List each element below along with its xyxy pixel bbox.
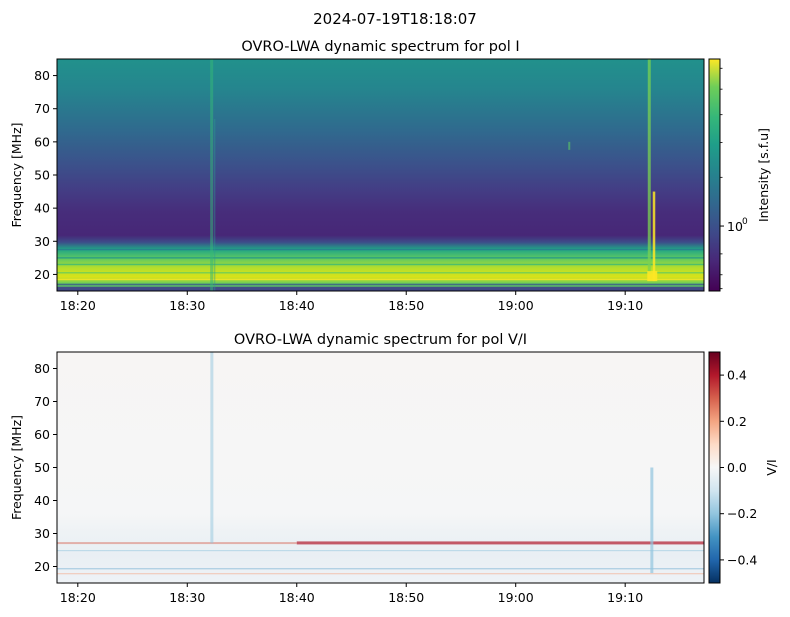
x-tick-label: 19:10 (607, 298, 643, 313)
x-tick-label: 18:50 (388, 298, 424, 313)
y-tick-label: 70 (34, 101, 50, 116)
colorbar (708, 351, 721, 584)
red-band-left (57, 542, 297, 545)
colorbar-tick-label: −0.4 (727, 552, 757, 567)
burst-1912-core (652, 191, 656, 282)
y-tick-label: 50 (34, 460, 50, 475)
heatmap-image (57, 352, 704, 583)
y-tick-label: 70 (34, 394, 50, 409)
colorbar-tick-label: 0.4 (727, 368, 747, 383)
y-tick-label: 20 (34, 267, 50, 282)
y-tick-label: 20 (34, 559, 50, 574)
spectral-line (57, 278, 704, 281)
red-band (296, 541, 704, 545)
y-tick-label: 60 (34, 427, 50, 442)
y-tick-label: 60 (34, 134, 50, 149)
y-tick-label: 30 (34, 526, 50, 541)
chart-title: OVRO-LWA dynamic spectrum for pol V/I (234, 332, 527, 348)
y-tick-label: 50 (34, 168, 50, 183)
spectral-line (57, 263, 704, 266)
spectral-line (57, 248, 704, 251)
blue-line (57, 550, 704, 552)
panel-pol-i: OVRO-LWA dynamic spectrum for pol I 20 30 4… (9, 39, 771, 313)
bottom-band (57, 287, 704, 291)
y-tick-label: 40 (34, 493, 50, 508)
x-tick-label: 18:30 (169, 298, 205, 313)
burst-1832 (210, 352, 214, 544)
blue-line (57, 568, 704, 570)
spectral-line (57, 257, 704, 259)
y-tick-label: 80 (34, 361, 50, 376)
burst-1912 (647, 59, 651, 275)
colorbar-label: V/I (764, 459, 779, 475)
colorbar-tick-exponent: 0 (742, 217, 748, 227)
red-line (57, 573, 704, 575)
x-tick-label: 19:00 (498, 298, 534, 313)
colorbar-tick-label: −0.2 (727, 506, 757, 521)
x-tick-label: 18:20 (60, 298, 96, 313)
x-tick-label: 18:50 (388, 590, 424, 605)
burst-1832-trail (213, 119, 216, 291)
x-tick-label: 18:40 (279, 590, 315, 605)
colorbar-label: Intensity [s.f.u] (756, 128, 771, 222)
colorbar-tick-label: 0.2 (727, 414, 747, 429)
y-tick-label: 30 (34, 234, 50, 249)
spectral-line (57, 283, 704, 286)
faint-source (568, 141, 571, 150)
spectral-line (57, 272, 704, 274)
heatmap-image (57, 59, 704, 291)
y-tick-label: 40 (34, 201, 50, 216)
panel-pol-v-over-i: OVRO-LWA dynamic spectrum for pol V/I 20 3… (9, 332, 779, 605)
burst-1832 (210, 59, 214, 291)
colorbar (708, 58, 721, 292)
figure-suptitle: 2024-07-19T18:18:07 (313, 10, 477, 28)
colorbar-tick-label: 10 (727, 219, 743, 234)
y-axis-label: Frequency [MHz] (9, 415, 24, 520)
y-axis-label: Frequency [MHz] (9, 122, 24, 227)
x-tick-label: 19:10 (607, 590, 643, 605)
burst-1912-base (647, 271, 658, 282)
burst-1912 (650, 467, 654, 574)
chart-title: OVRO-LWA dynamic spectrum for pol I (241, 39, 519, 55)
x-tick-label: 18:30 (169, 590, 205, 605)
colorbar-tick-label: 0.0 (727, 460, 747, 475)
x-tick-label: 18:20 (60, 590, 96, 605)
x-tick-label: 18:40 (279, 298, 315, 313)
y-tick-label: 80 (34, 68, 50, 83)
x-tick-label: 19:00 (498, 590, 534, 605)
